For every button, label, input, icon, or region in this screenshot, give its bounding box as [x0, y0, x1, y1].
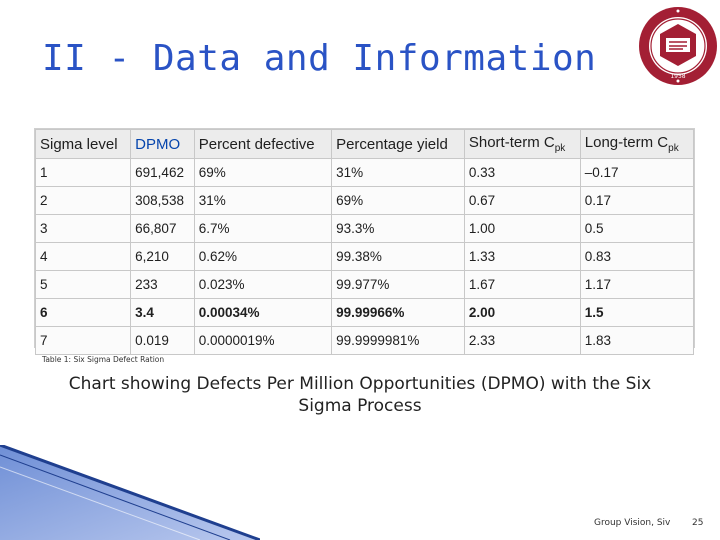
header-long-term-cpk: Long-term Cpk — [579, 129, 695, 159]
cell-long-term-cpk: 1.17 — [579, 270, 695, 299]
page-number: 25 — [692, 518, 704, 528]
header-short-term-cpk: Short-term Cpk — [463, 129, 581, 159]
cell-sigma-level: 2 — [34, 186, 132, 215]
cell-dpmo: 0.019 — [130, 326, 195, 355]
cell-percentage-yield: 69% — [331, 186, 465, 215]
cell-percentage-yield: 99.9999981% — [331, 326, 465, 355]
cell-dpmo: 3.4 — [130, 298, 195, 327]
footer-text: Group Vision, Siv — [594, 518, 671, 528]
university-seal-logo: 1958 — [639, 7, 717, 85]
cell-short-term-cpk: 0.67 — [463, 186, 581, 215]
table-row: 4 6,210 0.62% 99.38% 1.33 0.83 — [34, 242, 695, 271]
cell-sigma-level: 7 — [34, 326, 132, 355]
cell-dpmo: 691,462 — [130, 158, 195, 187]
cell-percent-defective: 69% — [193, 158, 333, 187]
chart-caption: Chart showing Defects Per Million Opport… — [68, 374, 652, 416]
table-caption: Table 1: Six Sigma Defect Ration — [42, 355, 165, 364]
cell-percent-defective: 0.0000019% — [193, 326, 333, 355]
six-sigma-table-container: Sigma level DPMO Percent defective Perce… — [34, 128, 695, 355]
cell-percent-defective: 0.62% — [193, 242, 333, 271]
table-row: 7 0.019 0.0000019% 99.9999981% 2.33 1.83 — [34, 326, 695, 355]
cell-dpmo: 66,807 — [130, 214, 195, 243]
header-long-term-sub: pk — [668, 143, 679, 154]
table-row: 5 233 0.023% 99.977% 1.67 1.17 — [34, 270, 695, 299]
header-short-term-label: Short-term C — [468, 134, 555, 151]
decorative-corner-shape — [0, 445, 260, 540]
cell-percentage-yield: 99.99966% — [331, 298, 465, 327]
cell-percent-defective: 0.023% — [193, 270, 333, 299]
cell-long-term-cpk: 1.5 — [579, 298, 695, 327]
cell-percentage-yield: 99.977% — [331, 270, 465, 299]
cell-long-term-cpk: 1.83 — [579, 326, 695, 355]
cell-sigma-level: 3 — [34, 214, 132, 243]
header-sigma-level: Sigma level — [34, 129, 132, 159]
cell-percentage-yield: 93.3% — [331, 214, 465, 243]
six-sigma-table: Sigma level DPMO Percent defective Perce… — [34, 129, 695, 355]
cell-long-term-cpk: 0.5 — [579, 214, 695, 243]
cell-long-term-cpk: 0.83 — [579, 242, 695, 271]
table-row-highlighted: 6 3.4 0.00034% 99.99966% 2.00 1.5 — [34, 298, 695, 327]
cell-short-term-cpk: 2.33 — [463, 326, 581, 355]
cell-long-term-cpk: 0.17 — [579, 186, 695, 215]
cell-dpmo: 6,210 — [130, 242, 195, 271]
cell-percent-defective: 6.7% — [193, 214, 333, 243]
cell-sigma-level: 6 — [34, 298, 132, 327]
cell-short-term-cpk: 1.00 — [463, 214, 581, 243]
table-row: 3 66,807 6.7% 93.3% 1.00 0.5 — [34, 214, 695, 243]
header-percent-defective: Percent defective — [193, 129, 333, 159]
header-dpmo-link[interactable]: DPMO — [130, 129, 195, 159]
cell-short-term-cpk: 2.00 — [463, 298, 581, 327]
table-row: 1 691,462 69% 31% 0.33 –0.17 — [34, 158, 695, 187]
header-percentage-yield: Percentage yield — [331, 129, 465, 159]
cell-percent-defective: 0.00034% — [193, 298, 333, 327]
cell-short-term-cpk: 0.33 — [463, 158, 581, 187]
table-header-row: Sigma level DPMO Percent defective Perce… — [34, 129, 695, 159]
cell-long-term-cpk: –0.17 — [579, 158, 695, 187]
cell-percent-defective: 31% — [193, 186, 333, 215]
seal-year: 1958 — [670, 73, 685, 80]
cell-sigma-level: 1 — [34, 158, 132, 187]
cell-percentage-yield: 31% — [331, 158, 465, 187]
header-long-term-label: Long-term C — [584, 134, 669, 151]
cell-dpmo: 308,538 — [130, 186, 195, 215]
cell-short-term-cpk: 1.67 — [463, 270, 581, 299]
cell-sigma-level: 4 — [34, 242, 132, 271]
slide-title: II - Data and Information — [42, 38, 597, 79]
table-row: 2 308,538 31% 69% 0.67 0.17 — [34, 186, 695, 215]
cell-sigma-level: 5 — [34, 270, 132, 299]
header-short-term-sub: pk — [554, 143, 566, 154]
cell-short-term-cpk: 1.33 — [463, 242, 581, 271]
cell-percentage-yield: 99.38% — [331, 242, 465, 271]
cell-dpmo: 233 — [130, 270, 195, 299]
